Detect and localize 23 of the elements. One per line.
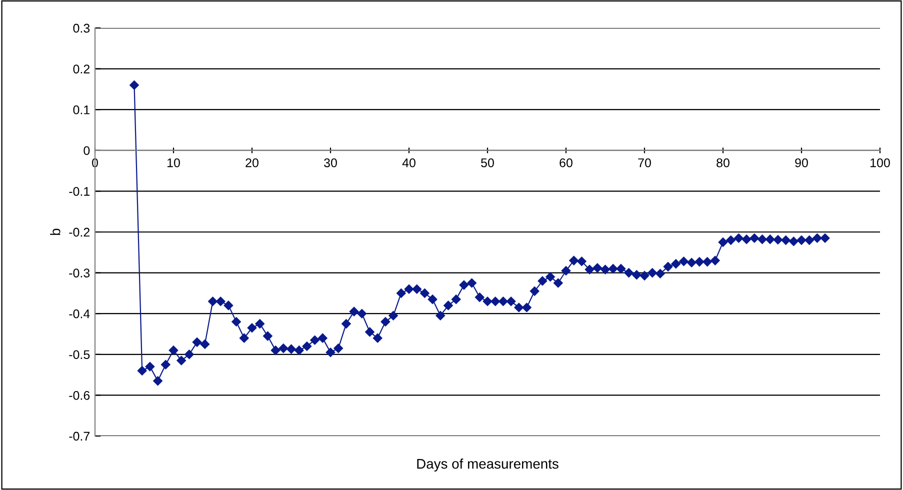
y-tick-label: -0.4 xyxy=(69,309,90,318)
y-tick-label: -0.1 xyxy=(69,187,90,196)
y-tick-label: -0.7 xyxy=(69,432,90,441)
y-tick-label: -0.2 xyxy=(69,228,90,237)
y-tick-label: 0 xyxy=(84,146,90,156)
x-tick-label: 50 xyxy=(481,158,494,168)
y-tick-label: -0.5 xyxy=(69,350,90,360)
x-tick-label: 10 xyxy=(168,158,180,168)
x-axis-title: Days of measurements xyxy=(417,458,558,472)
y-tick-label: -0.3 xyxy=(69,268,90,278)
x-tick-label: 80 xyxy=(716,158,730,168)
x-tick-label: 100 xyxy=(870,158,890,168)
y-tick-label: 0.1 xyxy=(73,105,90,114)
x-tick-label: 30 xyxy=(324,158,337,168)
y-axis-title: b xyxy=(50,228,60,235)
y-tick-label: -0.6 xyxy=(69,391,90,400)
x-tick-label: 60 xyxy=(560,158,572,168)
x-tick-label: 70 xyxy=(638,158,651,168)
x-tick-label: 90 xyxy=(795,158,808,168)
y-tick-label: 0.2 xyxy=(73,64,90,74)
x-tick-label: 40 xyxy=(402,158,416,168)
y-tick-label: 0.3 xyxy=(73,24,90,33)
x-tick-label: 20 xyxy=(246,158,258,168)
